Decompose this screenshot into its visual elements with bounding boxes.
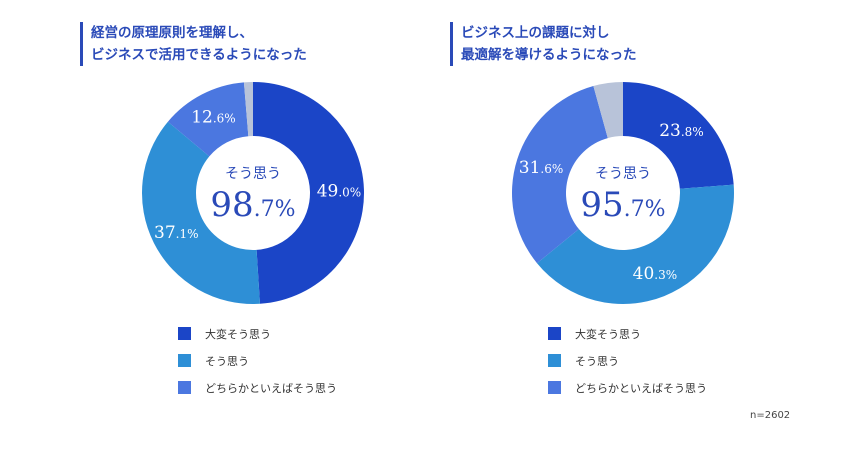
center-value: 98.7% xyxy=(210,185,295,225)
sample-size: n=2602 xyxy=(750,410,791,421)
donut-slice-3 xyxy=(512,86,608,264)
legend-label: どちらかといえばそう思う xyxy=(205,381,337,395)
legend-label: 大変そう思う xyxy=(575,327,641,341)
legend-label: そう思う xyxy=(205,354,249,368)
legend-item: どちらかといえばそう思う xyxy=(548,374,707,401)
center-label: そう思う xyxy=(225,166,281,182)
title-line: ビジネス上の課題に対し xyxy=(461,25,610,41)
legend-label: そう思う xyxy=(575,354,619,368)
legend-swatch xyxy=(548,354,561,367)
center-label: そう思う xyxy=(595,166,651,182)
legend-label: どちらかといえばそう思う xyxy=(575,381,707,395)
donut-slice-3 xyxy=(167,82,249,157)
legend-left: 大変そう思う そう思う どちらかといえばそう思う xyxy=(178,320,337,401)
legend-swatch xyxy=(548,381,561,394)
chart-title-left: 経営の原理原則を理解し、 ビジネスで活用できるようになった xyxy=(80,22,307,66)
donut-slice-4 xyxy=(243,82,253,137)
center-value: 95.7% xyxy=(580,185,665,225)
slice-label: 23.8% xyxy=(659,121,704,141)
slice-label: 31.6% xyxy=(519,158,564,178)
title-line: 経営の原理原則を理解し、 xyxy=(91,25,253,41)
legend-swatch xyxy=(178,327,191,340)
donut-slice-1 xyxy=(623,82,734,189)
slice-label: 40.3% xyxy=(633,264,678,284)
legend-item: そう思う xyxy=(548,347,707,374)
donut-slice-1 xyxy=(253,82,365,304)
legend-right: 大変そう思う そう思う どちらかといえばそう思う xyxy=(548,320,707,401)
title-line: 最適解を導けるようになった xyxy=(461,47,637,63)
donut-slice-2 xyxy=(537,184,734,305)
legend-item: 大変そう思う xyxy=(178,320,337,347)
slice-label: 37.1% xyxy=(154,223,199,243)
legend-item: そう思う xyxy=(178,347,337,374)
legend-item: 大変そう思う xyxy=(548,320,707,347)
legend-swatch xyxy=(178,354,191,367)
donut-slice-4 xyxy=(593,82,623,139)
title-line: ビジネスで活用できるようになった xyxy=(91,47,307,63)
legend-swatch xyxy=(548,327,561,340)
legend-swatch xyxy=(178,381,191,394)
donut-slice-2 xyxy=(141,121,260,304)
chart-title-right: ビジネス上の課題に対し 最適解を導けるようになった xyxy=(450,22,637,66)
legend-label: 大変そう思う xyxy=(205,327,271,341)
legend-item: どちらかといえばそう思う xyxy=(178,374,337,401)
slice-label: 49.0% xyxy=(317,181,362,201)
slice-label: 12.6% xyxy=(191,108,236,128)
